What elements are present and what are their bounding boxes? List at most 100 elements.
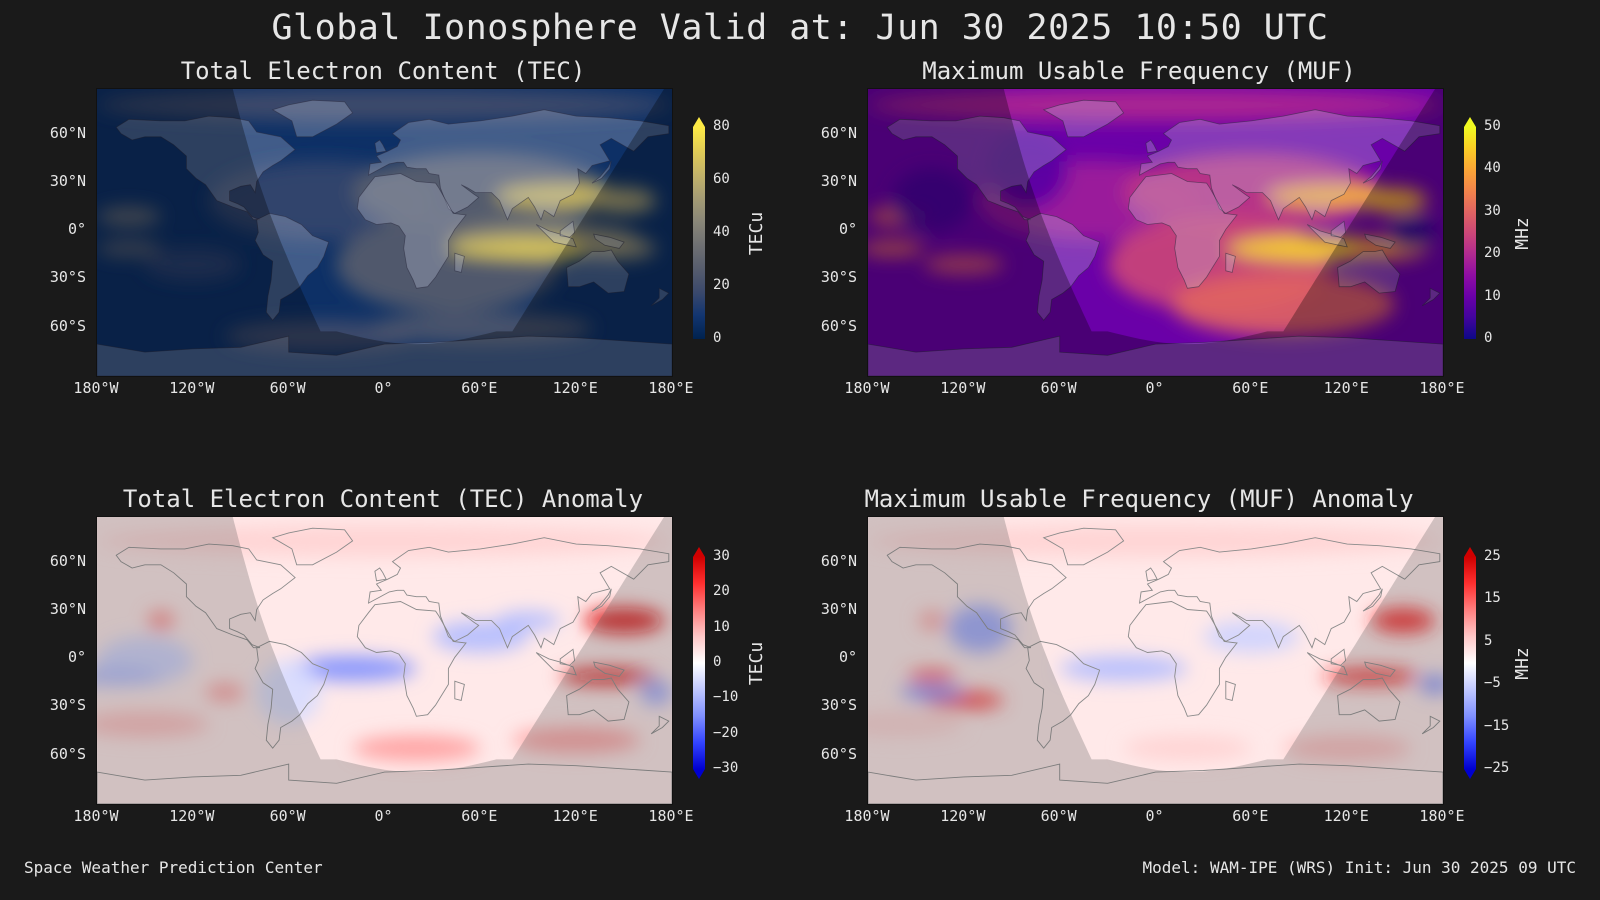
tec-anomaly-map xyxy=(96,516,673,805)
coastline xyxy=(1127,173,1238,289)
coastline xyxy=(1337,249,1401,294)
coastline xyxy=(1025,640,1101,749)
coastline xyxy=(1362,160,1383,184)
latitude-tick-label: 30°N xyxy=(49,599,86,618)
colorbar-unit-label: TECu xyxy=(746,641,768,686)
coastline xyxy=(868,763,1443,804)
coastline xyxy=(566,677,630,722)
colorbar-tick-label: −5 xyxy=(1484,675,1501,692)
field-contour xyxy=(148,611,174,631)
field-contour xyxy=(1323,668,1420,685)
coastline xyxy=(1337,677,1401,722)
coastline xyxy=(254,212,330,321)
field-contour xyxy=(496,184,625,207)
longitude-tick-label: 120°W xyxy=(940,807,986,825)
coastline xyxy=(591,588,612,612)
longitude-tick-label: 120°W xyxy=(169,807,215,825)
latitude-tick-label: 60°N xyxy=(49,551,86,570)
field-contour xyxy=(1171,272,1396,337)
colorbar-tick-label: 50 xyxy=(1484,118,1501,134)
map-plot xyxy=(97,517,672,804)
coastline xyxy=(374,139,387,154)
coastline xyxy=(1145,567,1158,582)
longitude-tick-label: 60°W xyxy=(269,807,306,825)
colorbar-tick-label: 0 xyxy=(713,330,722,346)
colorbar-tick-label: 25 xyxy=(1484,548,1501,564)
coastline xyxy=(650,715,670,735)
field-contour xyxy=(947,604,1012,653)
field-contour xyxy=(288,655,417,682)
coastline xyxy=(271,527,354,566)
field-contour xyxy=(1283,735,1412,761)
coastline xyxy=(535,652,577,676)
coastline xyxy=(115,543,296,649)
colorbar xyxy=(693,127,705,339)
latitude-tick-label: 60°S xyxy=(820,744,857,763)
coastline xyxy=(254,640,330,749)
latitude-tick-label: 30°S xyxy=(820,268,857,287)
latitude-tick-label: 60°N xyxy=(820,123,857,142)
coastline xyxy=(593,661,625,677)
field-contour xyxy=(205,684,244,701)
field-contour xyxy=(97,240,161,257)
latitude-tick-label: 60°S xyxy=(820,316,857,335)
longitude-tick-label: 180°W xyxy=(73,807,119,825)
latitude-tick-label: 30°N xyxy=(820,599,857,618)
colorbar-tick-label: 30 xyxy=(1484,202,1501,219)
colorbar-tick-label: −10 xyxy=(713,689,739,706)
latitude-tick-label: 30°S xyxy=(820,696,857,715)
colorbar-unit-label: MHz xyxy=(1511,647,1533,680)
coastline xyxy=(1306,652,1348,676)
latitude-tick-label: 60°S xyxy=(49,316,86,335)
field-contour xyxy=(1387,216,1436,249)
longitude-tick-label: 180°E xyxy=(648,807,694,825)
coastline xyxy=(1042,527,1125,566)
coastline xyxy=(1225,252,1236,273)
field-contour xyxy=(97,666,161,687)
latitude-tick-label: 0° xyxy=(67,648,86,667)
coastline xyxy=(559,648,576,666)
colorbar xyxy=(1464,127,1476,339)
coastline xyxy=(1330,220,1347,238)
colorbar-tick-label: −25 xyxy=(1484,760,1510,776)
colorbar-tick-label: 40 xyxy=(1484,160,1501,177)
muf-map xyxy=(867,88,1444,377)
field-contour xyxy=(1419,674,1443,694)
coastline xyxy=(1330,648,1347,666)
coastline xyxy=(356,173,467,289)
longitude-tick-label: 60°E xyxy=(1232,379,1269,397)
coastline xyxy=(1362,588,1383,612)
coastline xyxy=(454,252,465,273)
coastline xyxy=(97,763,672,804)
longitude-tick-label: 180°W xyxy=(844,807,890,825)
latitude-tick-label: 60°N xyxy=(820,551,857,570)
coastline xyxy=(535,224,577,248)
longitude-tick-label: 60°E xyxy=(461,379,498,397)
field-contour xyxy=(1371,607,1436,634)
latitude-tick-label: 0° xyxy=(838,220,857,239)
field-contour xyxy=(868,240,924,257)
coastline xyxy=(1145,139,1158,154)
map-plot xyxy=(868,89,1443,376)
colorbar-tick-label: 10 xyxy=(1484,287,1501,304)
coastline xyxy=(886,115,1067,221)
field-contour xyxy=(640,679,672,706)
longitude-tick-label: 0° xyxy=(1145,807,1164,825)
colorbar-tick-label: 10 xyxy=(713,618,730,635)
coastline xyxy=(97,335,672,376)
field-contour xyxy=(923,254,1004,274)
latitude-tick-label: 0° xyxy=(67,220,86,239)
longitude-tick-label: 0° xyxy=(374,807,393,825)
coastline xyxy=(356,601,467,717)
field-contour xyxy=(919,611,945,631)
page-title: Global Ionosphere Valid at: Jun 30 2025 … xyxy=(271,8,1329,48)
longitude-tick-label: 120°E xyxy=(552,379,598,397)
colorbar-tick-label: 0 xyxy=(1484,330,1493,346)
field-contour xyxy=(432,620,529,653)
longitude-tick-label: 60°W xyxy=(1040,807,1077,825)
colorbar-extend-max-icon xyxy=(693,117,705,127)
colorbar-tick-label: 40 xyxy=(713,224,730,240)
field-contour xyxy=(97,524,672,557)
field-contour xyxy=(512,727,641,753)
coastline xyxy=(1364,661,1396,677)
